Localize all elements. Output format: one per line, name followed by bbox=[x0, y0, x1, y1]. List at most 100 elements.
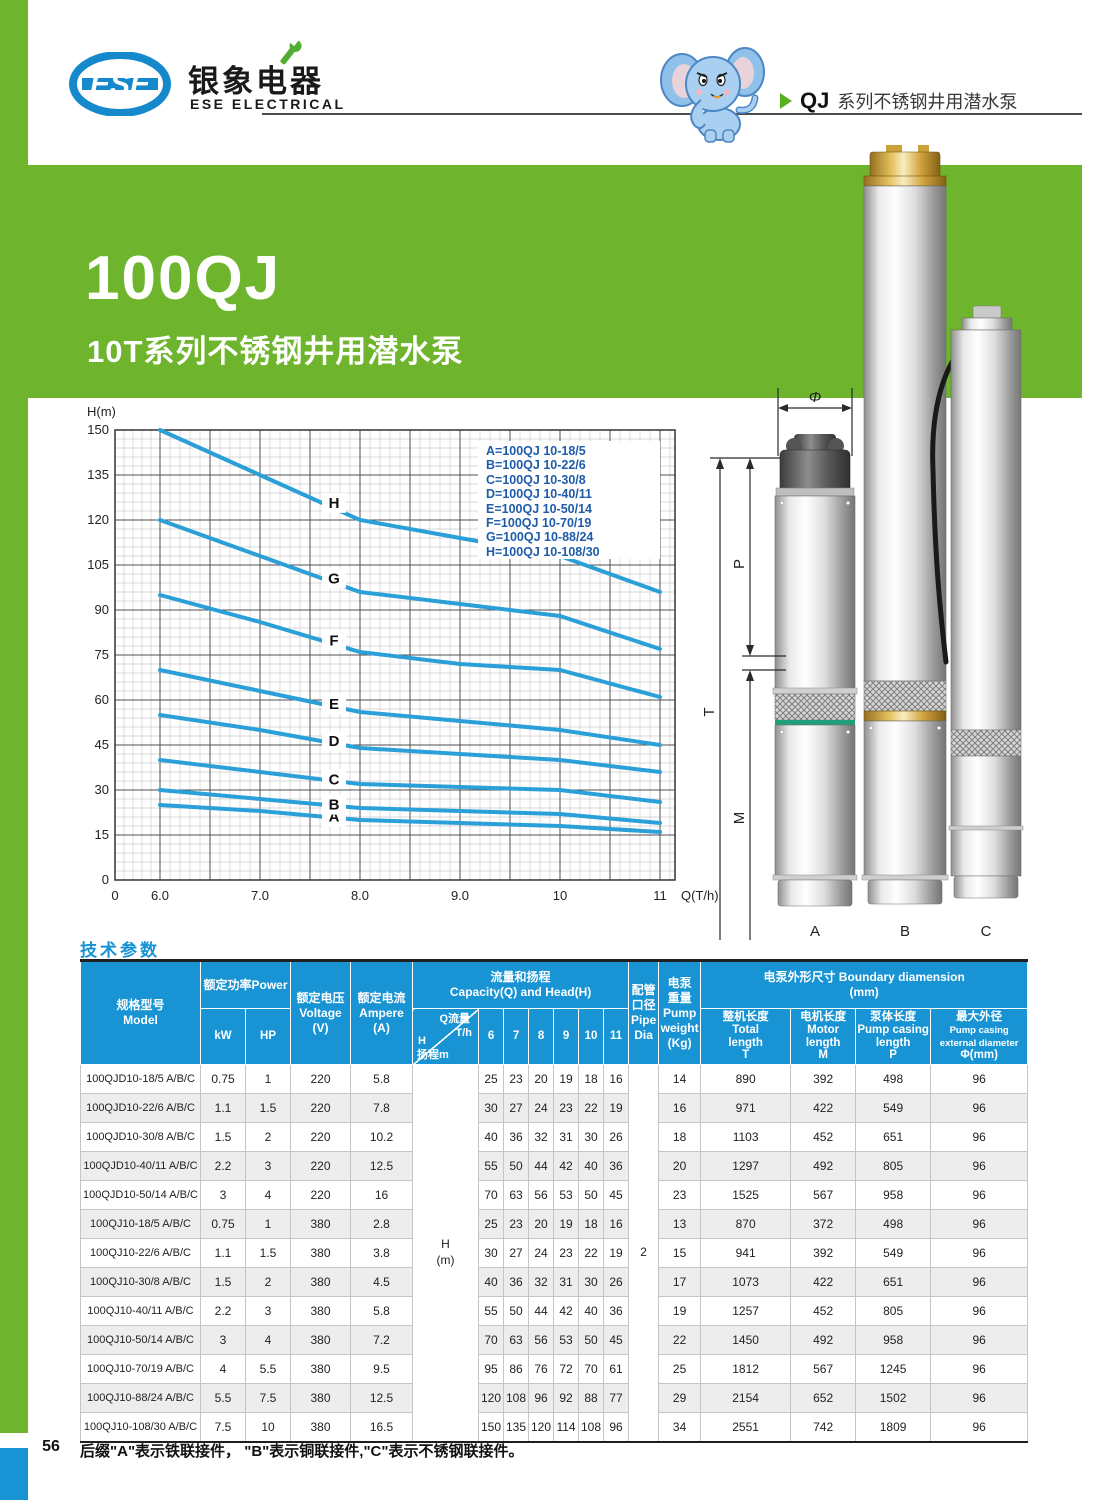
table-cell: 26 bbox=[603, 1122, 630, 1152]
table-cell: 96 bbox=[528, 1383, 555, 1413]
table-cell: 32 bbox=[528, 1122, 555, 1152]
table-cell: 1525 bbox=[700, 1180, 792, 1210]
table-cell: 805 bbox=[855, 1151, 932, 1181]
col-header-q8: 8 bbox=[528, 1008, 555, 1065]
table-cell: 40 bbox=[578, 1296, 605, 1326]
table-cell: 100QJD10-40/11 A/B/C bbox=[80, 1151, 201, 1181]
table-cell: 53 bbox=[553, 1180, 580, 1210]
table-cell: 24 bbox=[528, 1238, 555, 1268]
pump-diagram: Φ T P M A B C bbox=[690, 140, 1090, 953]
svg-text:75: 75 bbox=[95, 647, 109, 662]
table-cell: 5.5 bbox=[200, 1383, 246, 1413]
table-cell: 36 bbox=[603, 1296, 630, 1326]
table-cell: 2 bbox=[244, 1267, 292, 1297]
table-cell: 100QJ10-70/19 A/B/C bbox=[80, 1354, 201, 1384]
table-cell: 42 bbox=[553, 1296, 580, 1326]
table-cell: 1.1 bbox=[200, 1093, 246, 1123]
svg-text:11: 11 bbox=[653, 888, 667, 903]
table-cell: 651 bbox=[855, 1122, 932, 1152]
table-cell: 492 bbox=[790, 1151, 857, 1181]
table-cell: 96 bbox=[930, 1325, 1029, 1355]
svg-text:9.0: 9.0 bbox=[451, 888, 469, 903]
table-cell: 23 bbox=[553, 1093, 580, 1123]
table-cell: 100QJ10-30/8 A/B/C bbox=[80, 1267, 201, 1297]
col-header-total-length: 整机长度 Total length T bbox=[700, 1008, 792, 1065]
table-row: 100QJD10-18/5 A/B/C 0.75 1 220 5.8 H (m) 25 23 20… bbox=[80, 1064, 1029, 1442]
table-cell: 4 bbox=[200, 1354, 246, 1384]
table-row: 100QJ10-88/24 A/B/C 5.5 7.5 380 12.5 120 108 96… bbox=[80, 1383, 1029, 1413]
table-cell: 220 bbox=[290, 1093, 352, 1123]
table-cell: 4 bbox=[244, 1325, 292, 1355]
table-cell: 392 bbox=[790, 1064, 857, 1094]
table-cell: 19 bbox=[658, 1296, 702, 1326]
table-cell: 1297 bbox=[700, 1151, 792, 1181]
col-header-external-diameter: 最大外径 Pump casing external diameter Φ(mm) bbox=[930, 1008, 1029, 1065]
table-cell: 742 bbox=[790, 1412, 857, 1442]
svg-text:105: 105 bbox=[87, 557, 109, 572]
svg-text:120: 120 bbox=[87, 512, 109, 527]
table-cell: 27 bbox=[503, 1238, 530, 1268]
page-edge-blue-strip bbox=[0, 1448, 28, 1500]
svg-text:30: 30 bbox=[95, 782, 109, 797]
table-cell: 96 bbox=[603, 1412, 630, 1442]
table-cell: 96 bbox=[930, 1209, 1029, 1239]
table-cell: 941 bbox=[700, 1238, 792, 1268]
table-cell: 2.2 bbox=[200, 1296, 246, 1326]
table-cell: 100QJ10-22/6 A/B/C bbox=[80, 1238, 201, 1268]
svg-text:0: 0 bbox=[111, 888, 118, 903]
table-cell: 23 bbox=[503, 1064, 530, 1094]
pump-label-b: B bbox=[900, 923, 910, 940]
table-cell: 45 bbox=[603, 1180, 630, 1210]
col-header-casing-length: 泵体长度 Pump casing length P bbox=[855, 1008, 932, 1065]
pump-photo-c bbox=[930, 305, 1024, 899]
table-cell: 805 bbox=[855, 1296, 932, 1326]
table-cell: 1103 bbox=[700, 1122, 792, 1152]
chart-legend: A=100QJ 10-18/5 B=100QJ 10-22/6 C=100QJ 10… bbox=[478, 441, 660, 559]
col-header-q6: 6 bbox=[478, 1008, 505, 1065]
table-cell: 0.75 bbox=[200, 1209, 246, 1239]
svg-text:15: 15 bbox=[95, 827, 109, 842]
table-cell: 63 bbox=[503, 1325, 530, 1355]
table-cell: 3 bbox=[200, 1180, 246, 1210]
table-cell: 16 bbox=[350, 1180, 414, 1210]
table-cell: 96 bbox=[930, 1238, 1029, 1268]
svg-text:6.0: 6.0 bbox=[151, 888, 169, 903]
svg-text:45: 45 bbox=[95, 737, 109, 752]
table-cell: 380 bbox=[290, 1383, 352, 1413]
table-cell: 3 bbox=[244, 1296, 292, 1326]
table-cell: 36 bbox=[503, 1267, 530, 1297]
table-cell: 55 bbox=[478, 1296, 505, 1326]
table-cell: 63 bbox=[503, 1180, 530, 1210]
table-cell: 0.75 bbox=[200, 1064, 246, 1094]
table-row: 100QJ10-40/11 A/B/C 2.2 3 380 5.8 55 50 44 42 40 3… bbox=[80, 1296, 1029, 1326]
table-cell: 452 bbox=[790, 1296, 857, 1326]
table-cell: 380 bbox=[290, 1325, 352, 1355]
table-cell: 1450 bbox=[700, 1325, 792, 1355]
table-cell: 96 bbox=[930, 1122, 1029, 1152]
table-cell: 958 bbox=[855, 1180, 932, 1210]
svg-text:B: B bbox=[329, 797, 340, 814]
table-cell: 40 bbox=[478, 1267, 505, 1297]
col-header-q7: 7 bbox=[503, 1008, 530, 1065]
table-cell: 890 bbox=[700, 1064, 792, 1094]
table-cell: 380 bbox=[290, 1412, 352, 1442]
table-cell: 100QJ10-50/14 A/B/C bbox=[80, 1325, 201, 1355]
table-cell: 56 bbox=[528, 1325, 555, 1355]
svg-text:H: H bbox=[329, 495, 340, 512]
table-cell: 31 bbox=[553, 1122, 580, 1152]
table-cell: 380 bbox=[290, 1354, 352, 1384]
table-cell: 100QJD10-18/5 A/B/C bbox=[80, 1064, 201, 1094]
table-cell: 380 bbox=[290, 1296, 352, 1326]
col-header-model: 规格型号 Model bbox=[80, 960, 201, 1065]
series-prefix: QJ bbox=[800, 88, 830, 113]
table-cell: 380 bbox=[290, 1238, 352, 1268]
table-cell: 44 bbox=[528, 1151, 555, 1181]
table-cell: 120 bbox=[478, 1383, 505, 1413]
spec-table-title: 技术参数 bbox=[80, 941, 160, 960]
table-cell: 22 bbox=[578, 1093, 605, 1123]
table-cell: 380 bbox=[290, 1267, 352, 1297]
table-cell: 50 bbox=[503, 1296, 530, 1326]
svg-text:7.0: 7.0 bbox=[251, 888, 269, 903]
table-cell: 100QJ10-18/5 A/B/C bbox=[80, 1209, 201, 1239]
